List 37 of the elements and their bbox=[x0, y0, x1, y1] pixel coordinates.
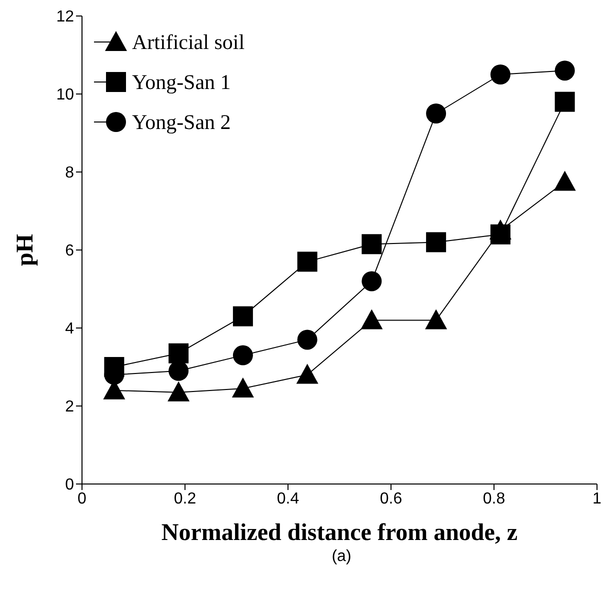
x-tick-label: 0.8 bbox=[482, 490, 506, 508]
y-axis-title: pH bbox=[12, 234, 39, 266]
point bbox=[296, 364, 318, 384]
point bbox=[232, 345, 253, 366]
point bbox=[297, 252, 318, 272]
point bbox=[232, 306, 253, 326]
y-tick-label: 4 bbox=[65, 320, 74, 338]
point bbox=[490, 64, 510, 84]
point bbox=[554, 92, 575, 112]
y-tick-label: 12 bbox=[56, 8, 74, 26]
x-tick-label: 0 bbox=[78, 490, 87, 508]
legend-label: Artificial soil bbox=[132, 30, 245, 54]
y-tick-label: 6 bbox=[65, 242, 74, 260]
point bbox=[168, 343, 189, 364]
legend-label: Yong-San 2 bbox=[132, 110, 231, 134]
x-axis-title: Normalized distance from anode, z bbox=[161, 520, 518, 546]
point bbox=[426, 104, 446, 124]
x-tick-label: 1 bbox=[592, 490, 602, 508]
point bbox=[168, 381, 190, 402]
y-tick-label: 0 bbox=[65, 476, 74, 494]
x-tick-label: 0.4 bbox=[276, 490, 300, 508]
point bbox=[232, 377, 254, 398]
text: (a) bbox=[330, 548, 352, 566]
point bbox=[362, 271, 382, 292]
point bbox=[554, 60, 575, 81]
point bbox=[362, 234, 382, 254]
point bbox=[426, 232, 446, 252]
legend-label: Yong-San 1 bbox=[132, 70, 231, 94]
point bbox=[297, 330, 318, 350]
y-tick-label: 8 bbox=[65, 164, 74, 182]
y-tick-label: 10 bbox=[56, 86, 74, 104]
point bbox=[425, 309, 448, 330]
x-tick-label: 0.2 bbox=[174, 490, 196, 508]
y-tick-label: 2 bbox=[65, 398, 74, 416]
point bbox=[554, 170, 576, 191]
point bbox=[360, 309, 383, 330]
x-tick-label: 0.6 bbox=[380, 490, 402, 508]
